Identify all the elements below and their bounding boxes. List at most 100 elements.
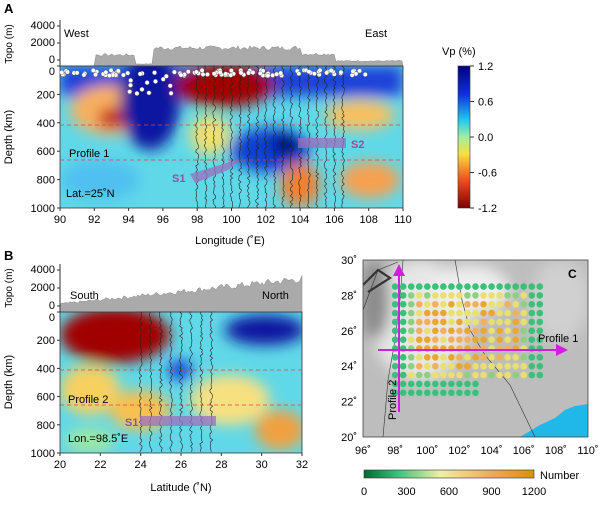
waveform-trace	[324, 65, 328, 209]
ray-count-dot	[415, 336, 423, 343]
x-tick-label: 96˚	[355, 445, 371, 457]
earthquake-marker	[172, 69, 177, 75]
earthquake-marker	[250, 70, 256, 75]
earthquake-marker	[168, 90, 174, 96]
ray-count-dot	[391, 362, 399, 370]
ray-count-dot	[448, 380, 455, 388]
ray-count-dot	[512, 371, 519, 379]
ray-count-dot	[432, 389, 439, 397]
ray-count-dot	[399, 371, 407, 379]
y-tick-label: 0	[49, 66, 55, 78]
earthquake-marker	[59, 70, 65, 75]
ray-count-dot	[520, 354, 528, 361]
ray-count-dot	[512, 292, 519, 299]
ray-count-dot	[480, 283, 487, 290]
ray-count-dot	[464, 327, 471, 335]
ray-count-dot	[496, 371, 503, 379]
ray-count-dot	[391, 354, 399, 361]
ray-count-dot	[504, 283, 511, 290]
ray-count-dot	[528, 300, 536, 308]
ray-count-dot	[464, 309, 471, 317]
x-tick-label: 92	[88, 214, 100, 226]
ray-count-dot	[488, 300, 495, 308]
ray-count-dot	[472, 371, 479, 379]
profile-1-map-label: Profile 1	[538, 333, 578, 345]
ray-count-dot	[504, 318, 511, 326]
earthquake-marker	[127, 89, 133, 95]
slab-s2	[298, 138, 346, 148]
ray-count-dot	[423, 283, 431, 290]
number-colorbar-tick: 0	[361, 486, 367, 498]
earthquake-marker	[152, 70, 157, 76]
y-axis-title-a: Depth (km)	[3, 110, 15, 164]
vp-colorbar-tick: 0.0	[478, 132, 493, 144]
ray-count-dot	[528, 371, 536, 379]
ray-count-dot	[536, 309, 544, 317]
ray-count-dot	[464, 336, 471, 343]
ray-count-dot	[488, 292, 495, 299]
ray-count-dot	[496, 300, 503, 308]
ray-count-dot	[407, 336, 415, 343]
ray-count-dot	[407, 318, 415, 326]
ray-count-dot	[440, 336, 447, 343]
panel-label-c: C	[568, 267, 577, 281]
earthquake-marker	[199, 67, 205, 73]
x-tick-label: 102˚	[448, 445, 470, 457]
ray-count-dot	[415, 292, 423, 299]
earthquake-marker	[362, 72, 368, 77]
ray-count-dot	[488, 354, 495, 361]
y-tick-label: 28˚	[341, 290, 357, 302]
ray-count-dot	[488, 327, 495, 335]
earthquake-marker	[238, 70, 244, 76]
ray-count-dot	[399, 309, 407, 317]
earthquake-marker	[115, 68, 121, 74]
ray-count-dot	[520, 336, 528, 343]
ray-count-dot	[464, 318, 471, 326]
ray-count-dot	[456, 318, 463, 326]
x-tick-label: 100	[222, 214, 240, 226]
ray-count-dot	[399, 292, 407, 299]
ray-count-dot	[399, 300, 407, 308]
ray-count-dot	[432, 362, 439, 370]
y-tick-label: 22˚	[341, 397, 357, 409]
ray-count-dot	[456, 309, 463, 317]
ray-count-dot	[520, 283, 528, 290]
topo-tick-label: 2000	[31, 37, 55, 49]
ray-count-dot	[536, 362, 544, 370]
ray-count-dot	[520, 318, 528, 326]
sea	[520, 404, 588, 437]
earthquake-marker	[107, 73, 112, 78]
ray-count-dot	[472, 354, 479, 361]
earthquake-marker	[246, 70, 251, 76]
ray-count-dot	[432, 336, 439, 343]
vp-colorbar-label: Vp (%)	[442, 46, 476, 58]
ray-count-dot	[472, 283, 479, 290]
ray-count-dot	[440, 371, 447, 379]
y-tick-label: 24˚	[341, 361, 357, 373]
ray-count-dot	[464, 389, 471, 397]
ray-count-dot	[440, 327, 447, 335]
x-tick-label: 24	[135, 459, 147, 471]
ray-count-dot	[536, 283, 544, 290]
ray-count-dot	[391, 309, 399, 317]
ray-count-dot	[399, 283, 407, 290]
x-axis-title-a: Longitude (˚E)	[195, 235, 265, 247]
earthquake-marker	[121, 72, 126, 78]
x-tick-label: 106˚	[513, 445, 535, 457]
slab-s1-a	[190, 160, 240, 183]
earthquake-marker	[163, 73, 169, 79]
ray-count-dot	[536, 371, 544, 379]
slab-s1-b	[140, 416, 216, 426]
ray-count-dot	[520, 300, 528, 308]
ray-count-dot	[448, 327, 455, 335]
ray-count-dot	[448, 389, 455, 397]
ray-count-dot	[496, 354, 503, 361]
ray-count-dot	[432, 327, 439, 335]
earthquake-marker	[217, 70, 223, 75]
earthquake-marker	[108, 67, 114, 73]
ray-count-dot	[415, 327, 423, 335]
waveform-trace	[272, 65, 277, 209]
ray-count-dot	[504, 336, 511, 343]
ray-count-dot	[440, 380, 447, 388]
earthquake-marker	[185, 69, 191, 75]
